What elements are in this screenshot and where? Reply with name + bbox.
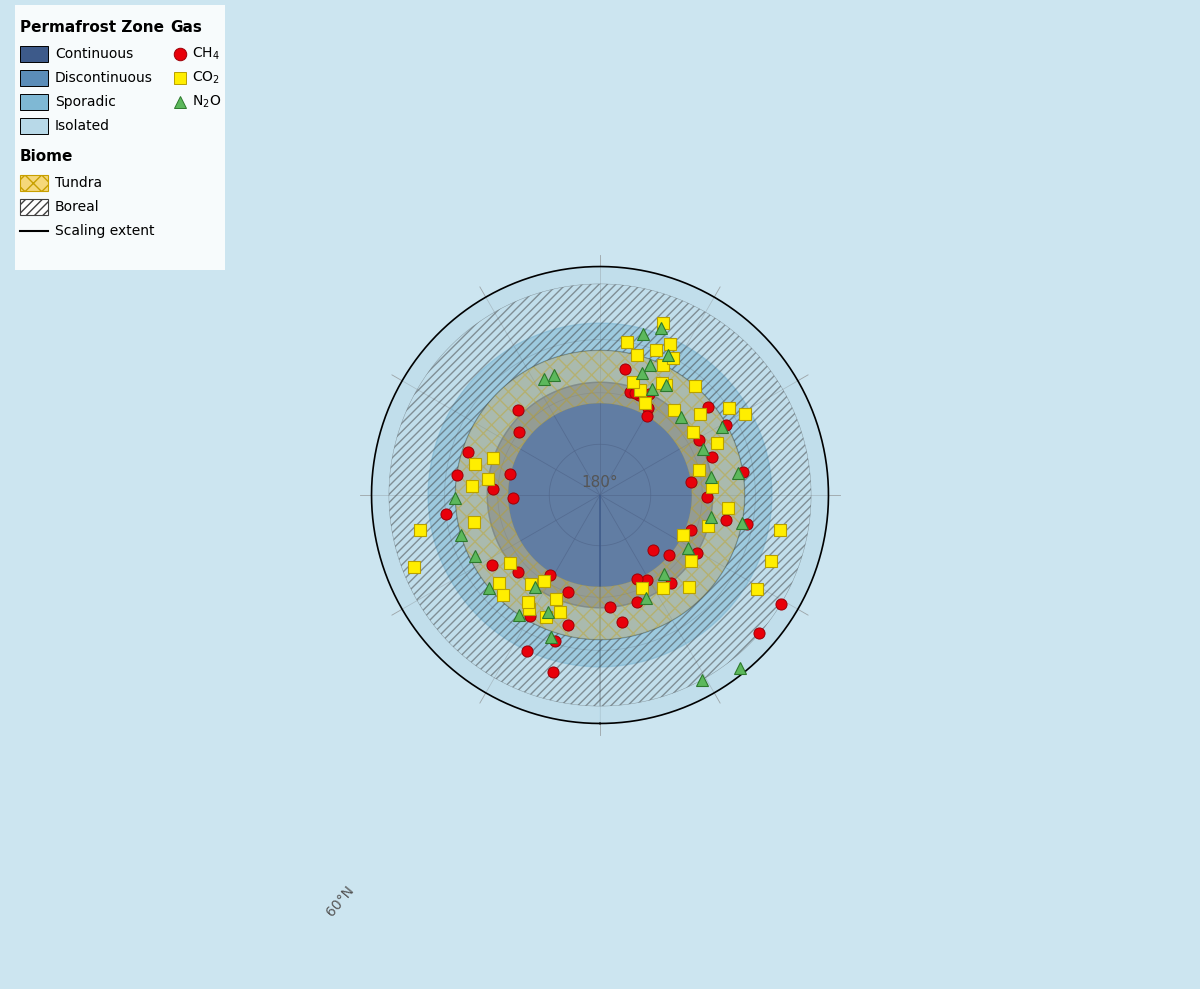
Text: CO$_2$: CO$_2$: [192, 70, 220, 86]
Text: 60°N: 60°N: [323, 883, 356, 919]
Bar: [20, 94, 48, 110]
Text: Gas: Gas: [170, 20, 202, 35]
Text: Scaling extent: Scaling extent: [55, 224, 155, 238]
Polygon shape: [487, 383, 713, 608]
Bar: [20, 46, 48, 62]
Text: Sporadic: Sporadic: [55, 95, 116, 109]
Text: N$_2$O: N$_2$O: [192, 94, 221, 110]
FancyBboxPatch shape: [20, 199, 48, 215]
Text: Tundra: Tundra: [55, 176, 102, 190]
Bar: [20, 70, 48, 86]
Bar: [14, 5, 226, 270]
Text: Boreal: Boreal: [55, 200, 100, 214]
Text: Isolated: Isolated: [55, 119, 110, 133]
Text: CH$_4$: CH$_4$: [192, 45, 220, 62]
Polygon shape: [428, 323, 772, 667]
Polygon shape: [372, 266, 828, 724]
Text: Permafrost Zone: Permafrost Zone: [20, 20, 164, 35]
Polygon shape: [360, 255, 840, 735]
Text: Continuous: Continuous: [55, 47, 133, 61]
Polygon shape: [455, 350, 745, 640]
Bar: [20, 118, 48, 134]
Text: Discontinuous: Discontinuous: [55, 71, 152, 85]
Text: Biome: Biome: [20, 149, 73, 164]
Text: 180°: 180°: [582, 475, 618, 491]
Polygon shape: [455, 350, 745, 640]
FancyBboxPatch shape: [20, 175, 48, 191]
